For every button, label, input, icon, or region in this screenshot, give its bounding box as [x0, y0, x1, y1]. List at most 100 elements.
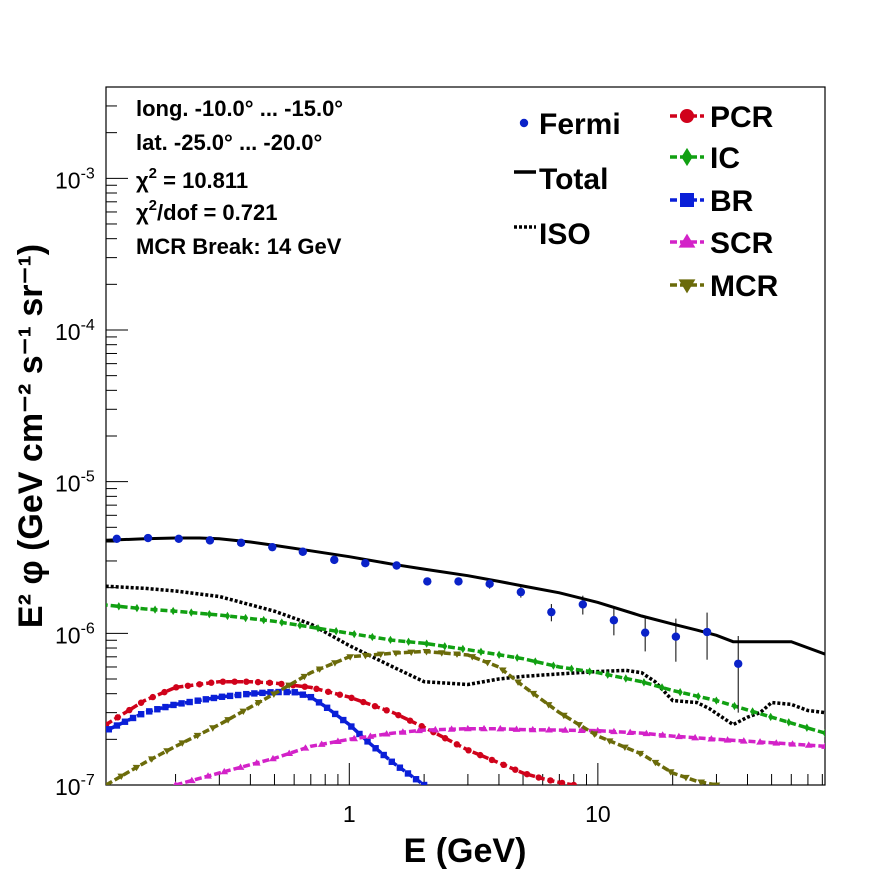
legend-scr-marker	[678, 233, 696, 248]
fermi-point	[671, 618, 681, 662]
mcr-marker	[147, 756, 156, 763]
fermi-point	[236, 538, 246, 548]
mcr-marker	[407, 649, 416, 656]
total-line	[106, 536, 825, 656]
fermi-point	[485, 579, 494, 589]
scr-marker	[285, 749, 294, 756]
legend-mcr-marker	[678, 279, 696, 294]
mcr-marker	[254, 700, 263, 707]
fermi-point	[454, 577, 463, 586]
y-tick-mantissa: 10	[55, 471, 81, 497]
pcr-marker	[418, 723, 425, 730]
br-marker	[106, 726, 113, 733]
ic-marker	[514, 653, 520, 662]
ic-marker	[750, 707, 756, 716]
legend-ic-label: IC	[710, 142, 740, 175]
br-marker	[404, 770, 412, 777]
fermi-point	[298, 547, 307, 556]
ic-marker	[315, 624, 321, 633]
mcr-marker	[514, 679, 522, 686]
legend-pcr-marker	[680, 109, 694, 123]
scr-marker	[350, 734, 358, 742]
legend-entry-br: BR	[670, 185, 754, 218]
mcr-marker	[270, 691, 278, 698]
br-marker	[210, 694, 218, 702]
scr-marker	[173, 781, 178, 785]
br-marker	[154, 706, 161, 713]
y-tick-exponent: -5	[81, 469, 95, 486]
br-marker	[170, 701, 177, 709]
scr-marker	[480, 724, 488, 732]
fermi-point	[112, 534, 121, 543]
br-marker	[299, 691, 307, 698]
fermi-marker	[454, 577, 463, 586]
ic-marker	[442, 642, 448, 651]
mcr-marker	[560, 712, 568, 720]
y-tick-exponent: -3	[81, 165, 95, 182]
scr-marker	[399, 728, 407, 735]
legend-left: Fermi Total ISO	[514, 108, 621, 251]
pcr-marker	[243, 678, 250, 685]
pcr-marker	[231, 678, 238, 685]
fermi-marker	[268, 542, 277, 552]
br-marker	[251, 690, 258, 697]
pcr-marker	[301, 683, 309, 690]
mcr-marker	[178, 740, 187, 747]
fermi-marker	[485, 579, 494, 589]
ic-marker	[224, 611, 231, 621]
br-marker	[283, 688, 290, 696]
series-br	[106, 688, 428, 785]
mcr-marker	[331, 660, 339, 667]
latitude-label: lat. -25.0° ... -20.0°	[136, 130, 322, 155]
ic-marker	[116, 602, 122, 611]
mcr-marker	[498, 667, 507, 674]
br-marker	[364, 738, 371, 745]
br-marker	[267, 689, 274, 696]
mcr-marker	[544, 702, 553, 709]
legend-total-label: Total	[539, 163, 608, 196]
pcr-marker	[219, 678, 227, 685]
fermi-marker	[578, 600, 588, 609]
br-marker	[323, 704, 331, 711]
pcr-marker	[172, 684, 180, 691]
br-marker	[348, 723, 355, 730]
fermi-point	[734, 636, 743, 713]
scr-marker	[707, 735, 716, 742]
br-marker	[234, 691, 242, 699]
y-tick-label: 10-7	[55, 772, 95, 800]
fermi-marker	[361, 558, 370, 568]
mcr-marker	[422, 649, 431, 656]
ic-marker	[279, 618, 285, 627]
br-marker	[307, 693, 315, 701]
scr-marker	[463, 724, 472, 732]
pcr-marker	[383, 707, 390, 714]
ic-marker	[297, 621, 303, 630]
ic-marker	[623, 674, 629, 683]
fermi-marker	[236, 538, 246, 548]
scr-marker	[301, 744, 310, 751]
pcr-marker	[371, 702, 379, 710]
legend-entry-fermi: Fermi	[519, 108, 621, 141]
br-marker	[121, 718, 129, 725]
mcr-marker	[346, 654, 355, 661]
legend-br-label: BR	[710, 185, 754, 218]
fermi-marker	[423, 577, 432, 586]
pcr-marker	[196, 681, 203, 688]
br-marker	[194, 697, 201, 704]
fermi-point	[578, 595, 588, 615]
fermi-point	[547, 604, 556, 622]
scr-marker	[804, 741, 813, 748]
br-marker	[259, 689, 266, 697]
fermi-marker	[702, 627, 712, 637]
ic-marker	[188, 608, 194, 617]
br-marker	[396, 764, 404, 771]
scr-marker	[187, 776, 196, 784]
mcr-marker	[453, 651, 461, 658]
fermi-marker	[547, 607, 556, 617]
ic-marker	[369, 632, 375, 642]
x-axis-label: E (GeV)	[404, 832, 527, 870]
pcr-marker	[254, 678, 262, 686]
y-tick-exponent: -6	[81, 620, 95, 637]
ic-marker	[587, 667, 593, 676]
